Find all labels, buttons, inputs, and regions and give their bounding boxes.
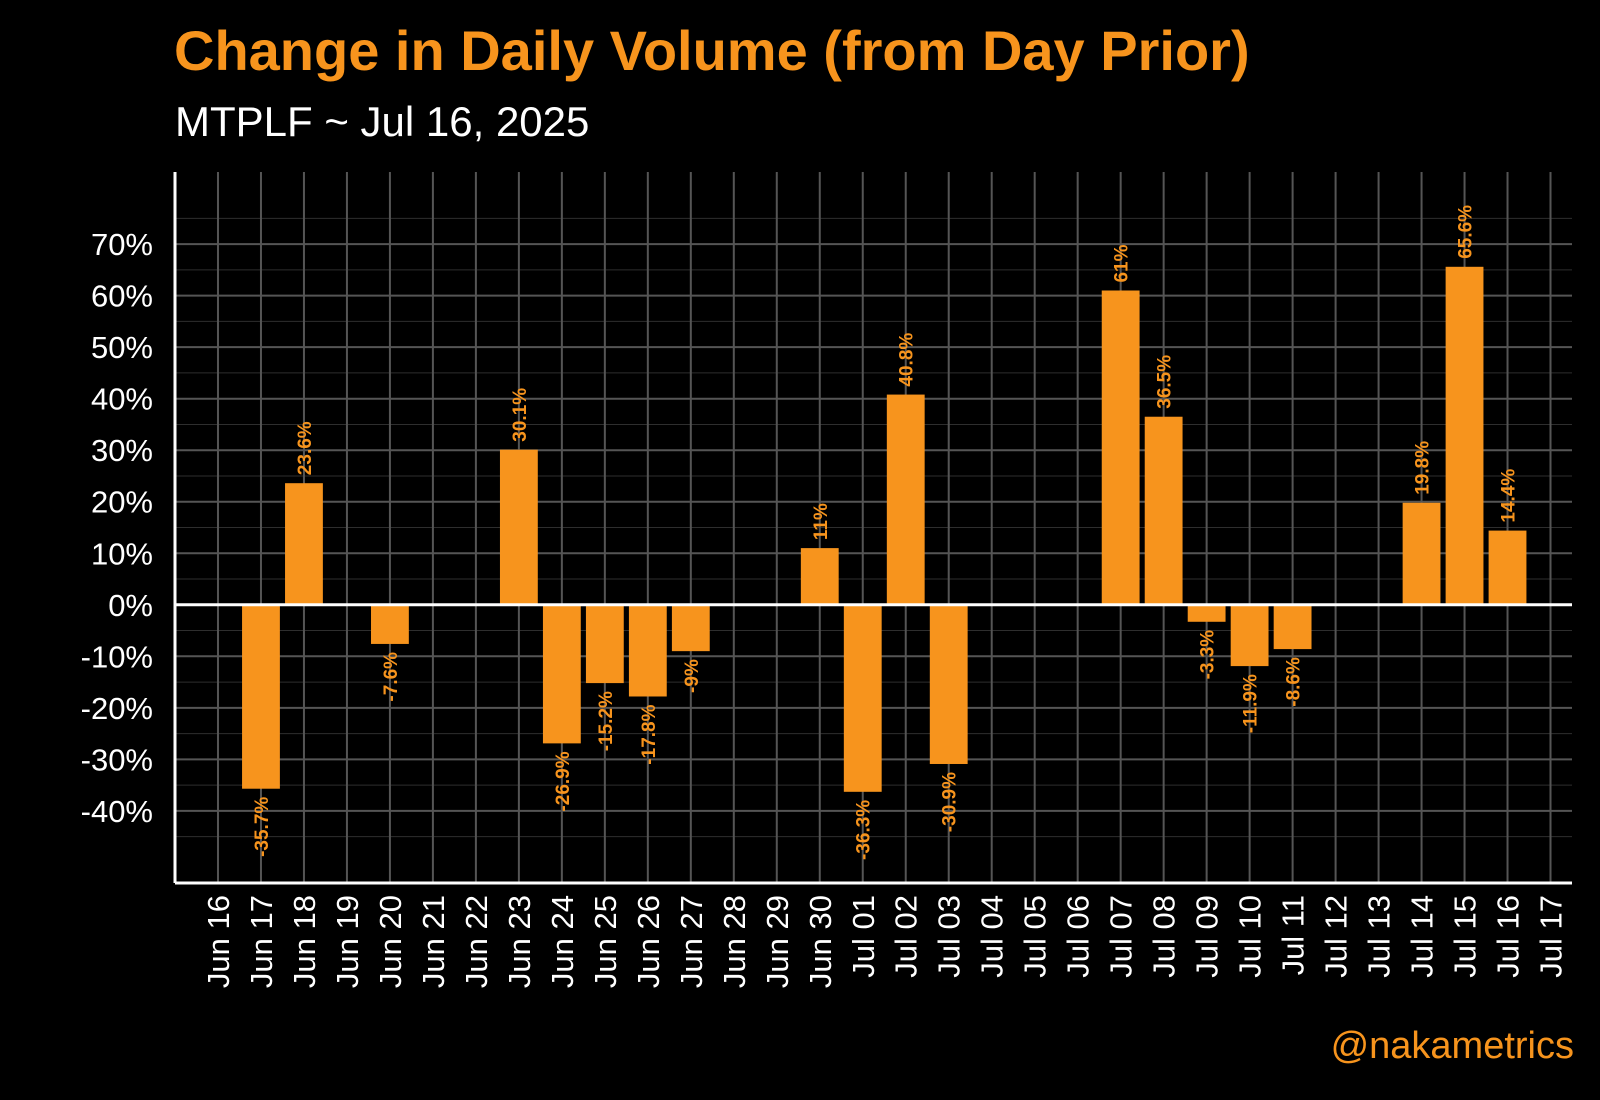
x-tick-label: Jun 30 xyxy=(803,895,838,988)
bar-value-label: 65.6% xyxy=(1456,205,1477,259)
x-tick-label: Jul 04 xyxy=(975,895,1010,978)
x-tick-label: Jul 14 xyxy=(1405,895,1440,978)
x-tick-label: Jul 16 xyxy=(1491,895,1526,978)
bar xyxy=(285,483,323,605)
bar-value-label: 11% xyxy=(811,503,832,540)
bar xyxy=(1230,604,1269,667)
bar-value-label: -30.9% xyxy=(940,772,961,832)
x-tick-label: Jun 22 xyxy=(459,895,494,988)
bar-value-label: 19.8% xyxy=(1413,441,1434,495)
bar-value-label: -35.7% xyxy=(252,797,273,857)
x-tick-label: Jun 28 xyxy=(717,895,752,988)
bar xyxy=(1445,266,1484,605)
bar-value-label: 40.8% xyxy=(897,333,918,387)
bar-value-label: -3.3% xyxy=(1198,630,1219,680)
x-tick-label: Jul 09 xyxy=(1190,895,1225,978)
x-tick-label: Jul 05 xyxy=(1018,895,1053,978)
x-tick-label: Jul 02 xyxy=(889,895,924,978)
bar xyxy=(671,604,710,652)
bar-value-label: 36.5% xyxy=(1155,355,1176,409)
x-tick-label: Jul 07 xyxy=(1104,895,1139,978)
x-tick-label: Jul 06 xyxy=(1061,895,1096,978)
bar-value-label: -36.3% xyxy=(854,800,875,860)
bar xyxy=(843,604,882,792)
bar xyxy=(1101,290,1140,605)
watermark: @nakametrics xyxy=(1330,1025,1574,1067)
y-tick-label: 40% xyxy=(91,382,153,417)
y-tick-label: 20% xyxy=(91,485,153,520)
bar xyxy=(929,604,968,764)
x-tick-label: Jul 11 xyxy=(1276,895,1311,975)
y-tick-label: -20% xyxy=(81,691,153,726)
x-tick-label: Jun 16 xyxy=(201,895,236,988)
y-tick-label: -30% xyxy=(81,742,153,777)
y-tick-label: 70% xyxy=(91,227,153,262)
bar-value-label: 30.1% xyxy=(510,388,531,442)
x-tick-label: Jun 25 xyxy=(588,895,623,988)
bar-value-label: 61% xyxy=(1112,244,1133,282)
x-tick-label: Jun 26 xyxy=(631,895,666,988)
x-tick-label: Jun 21 xyxy=(416,895,451,988)
chart-title: Change in Daily Volume (from Day Prior) xyxy=(174,19,1250,82)
y-tick-label: 50% xyxy=(91,330,153,365)
bar-value-label: 14.4% xyxy=(1499,469,1520,523)
bar xyxy=(628,604,667,697)
x-tick-label: Jun 27 xyxy=(674,895,709,988)
bar-value-label: -26.9% xyxy=(553,751,574,811)
x-tick-label: Jul 13 xyxy=(1362,895,1397,978)
bar-value-label: -17.8% xyxy=(639,704,660,764)
x-tick-label: Jul 15 xyxy=(1448,895,1483,978)
bar-value-label: 23.6% xyxy=(295,421,316,475)
bar xyxy=(1187,604,1226,622)
bar xyxy=(1488,530,1527,605)
bar-value-label: -11.9% xyxy=(1241,674,1262,733)
bar xyxy=(1402,502,1441,605)
bar xyxy=(1273,604,1312,650)
bar xyxy=(371,604,409,644)
bar xyxy=(542,604,581,744)
x-tick-label: Jul 03 xyxy=(932,895,967,978)
bar-value-label: -9% xyxy=(682,659,703,693)
x-tick-label: Jun 29 xyxy=(760,895,795,988)
bar xyxy=(886,394,925,605)
x-tick-label: Jun 18 xyxy=(287,895,322,988)
bar xyxy=(800,548,839,605)
bar-value-label: -7.6% xyxy=(381,652,402,702)
x-tick-label: Jun 19 xyxy=(330,895,365,988)
x-tick-label: Jun 23 xyxy=(502,895,537,988)
bar xyxy=(585,604,624,684)
bar xyxy=(242,604,280,789)
bar-value-label: -15.2% xyxy=(596,691,617,751)
x-tick-label: Jul 17 xyxy=(1534,895,1569,978)
x-tick-label: Jul 01 xyxy=(846,895,881,978)
chart-subtitle: MTPLF ~ Jul 16, 2025 xyxy=(175,98,590,145)
y-tick-label: -40% xyxy=(81,794,153,829)
bar xyxy=(1144,416,1183,605)
y-tick-label: 30% xyxy=(91,433,153,468)
y-tick-label: 60% xyxy=(91,279,153,314)
y-tick-label: 10% xyxy=(91,536,153,571)
y-tick-label: -10% xyxy=(81,639,153,674)
x-tick-label: Jul 10 xyxy=(1233,895,1268,978)
y-tick-label: 0% xyxy=(108,588,153,623)
bar xyxy=(499,449,538,605)
x-tick-label: Jul 08 xyxy=(1147,895,1182,978)
x-tick-label: Jul 12 xyxy=(1319,895,1354,978)
bar-value-label: -8.6% xyxy=(1284,657,1305,707)
x-tick-label: Jun 17 xyxy=(244,895,279,988)
x-tick-label: Jun 24 xyxy=(545,895,580,988)
x-tick-label: Jun 20 xyxy=(373,895,408,988)
